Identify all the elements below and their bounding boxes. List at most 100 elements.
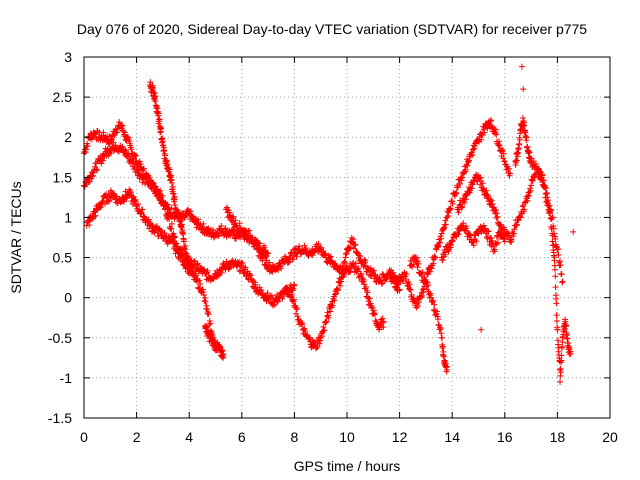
data-point [88,175,95,182]
data-points [81,63,577,385]
data-point [557,258,564,265]
data-point [488,197,495,204]
data-point [347,268,354,275]
data-point [355,265,362,272]
data-point [448,242,455,249]
y-tick-label: 0 [64,290,72,306]
data-point [201,297,208,304]
data-point [270,302,277,309]
data-point [493,210,500,217]
data-point [467,231,474,238]
data-point [455,209,462,216]
data-point [550,225,557,232]
data-point [449,200,456,207]
data-point [309,252,316,259]
data-point [185,259,192,266]
data-point [501,238,508,245]
data-point [92,131,99,138]
data-point [481,129,488,136]
data-point [274,298,281,305]
data-point [438,230,445,237]
data-point [413,254,420,261]
data-point [290,296,297,303]
data-point [125,150,132,157]
data-point [84,140,91,147]
data-point [371,311,378,318]
data-point [442,251,449,258]
data-point [554,245,561,252]
data-point [444,213,451,220]
data-point [90,167,97,174]
data-point [439,257,446,264]
y-tick-label: 1 [64,209,72,225]
y-tick-label: 2.5 [53,89,73,105]
data-point [542,194,549,201]
y-axis-label: SDTVAR / TECUs [8,181,24,293]
y-tick-label: -0.5 [48,330,72,346]
data-point [492,207,499,214]
data-point [98,156,105,163]
data-point [496,142,503,149]
data-point [193,272,200,279]
data-point [437,325,444,332]
data-point [223,258,230,265]
data-point [430,297,437,304]
data-point [232,217,239,224]
data-point [92,212,99,219]
data-point [454,184,461,191]
data-point [352,242,359,249]
data-point [132,197,139,204]
data-point [170,190,177,197]
data-point [157,227,164,234]
data-point [352,260,359,267]
data-point [119,122,126,129]
data-point [240,226,247,233]
data-point [523,134,530,141]
data-point [316,340,323,347]
data-point [403,271,410,278]
data-point [396,286,403,293]
data-point [234,223,241,230]
data-point [492,240,499,247]
data-point [559,279,566,286]
data-point [200,220,207,227]
data-point [365,294,372,301]
data-point [473,238,480,245]
data-point [89,173,96,180]
data-point [133,152,140,159]
data-point [171,234,178,241]
data-point [338,278,345,285]
data-point [477,174,484,181]
tick-labels: 0 2 4 6 8 10 12 14 16 18 20 -1.5 -1 -0.5 0 0.5 1 1.5 2 2.5 3 [48,49,618,445]
data-point [136,158,143,165]
data-point [489,201,496,208]
data-point [84,143,91,150]
data-point [553,312,560,319]
data-point [355,268,362,275]
data-point [215,233,222,240]
data-point [470,146,477,153]
data-point [190,258,197,265]
data-point [309,343,316,350]
data-point [275,298,282,305]
data-point [370,267,377,274]
data-point [94,167,101,174]
data-point [516,136,523,143]
data-point [493,215,500,222]
data-point [440,226,447,233]
data-point [178,216,185,223]
x-tick-label: 6 [238,429,246,445]
data-point [391,272,398,279]
data-point [449,237,456,244]
data-point [350,236,357,243]
data-point [545,202,552,209]
data-point [180,238,187,245]
data-point [565,340,572,347]
data-point [542,190,549,197]
data-point [552,273,559,280]
data-point [158,228,165,235]
data-point [425,282,432,289]
data-point [202,298,209,305]
data-point [193,224,200,231]
data-point [302,245,309,252]
